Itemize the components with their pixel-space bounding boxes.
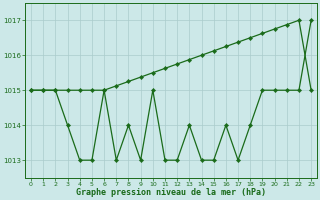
X-axis label: Graphe pression niveau de la mer (hPa): Graphe pression niveau de la mer (hPa)	[76, 188, 266, 197]
